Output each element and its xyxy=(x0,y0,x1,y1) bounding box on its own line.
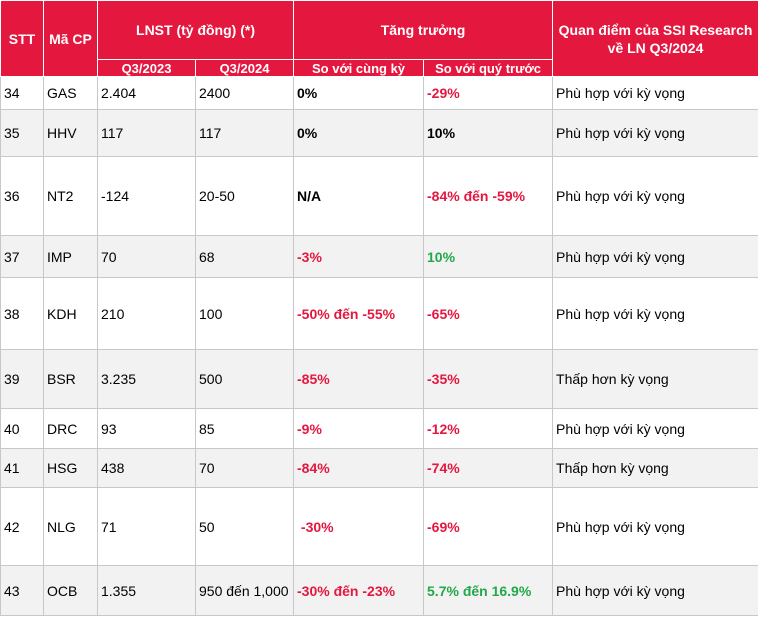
growth-qoq: 10% xyxy=(423,235,554,278)
profit-q2023: 70 xyxy=(97,235,196,278)
growth-yoy: -30% đến -23% xyxy=(293,565,425,616)
growth-qoq: -12% xyxy=(423,408,554,449)
growth-qoq: -69% xyxy=(423,487,554,566)
profit-q2023: 71 xyxy=(97,487,196,566)
profit-q2024: 85 xyxy=(194,408,295,449)
view: Phù hợp với kỳ vọng xyxy=(552,277,758,350)
stt: 34 xyxy=(0,76,44,110)
stt: 36 xyxy=(0,156,44,236)
table-row: 34 GAS 2.404 2400 0% -29% Phù hợp với kỳ vọng xyxy=(0,76,758,110)
growth-yoy: -30% xyxy=(293,487,425,566)
ticker: NLG xyxy=(43,487,98,566)
ticker: IMP xyxy=(43,235,98,278)
header-view: Quan điểm của SSI Research về LN Q3/2024 xyxy=(552,0,758,77)
growth-qoq: -35% xyxy=(423,349,554,409)
ticker: KDH xyxy=(43,277,98,350)
header-stt: STT xyxy=(0,0,44,77)
growth-yoy: -9% xyxy=(293,408,425,449)
growth-yoy: -3% xyxy=(293,235,425,278)
ticker: GAS xyxy=(43,76,98,110)
stt: 37 xyxy=(0,235,44,278)
profit-q2023: 2.404 xyxy=(97,76,196,110)
profit-q2024: 100 xyxy=(194,277,295,350)
stt: 41 xyxy=(0,448,44,488)
ticker: HSG xyxy=(43,448,98,488)
view: Phù hợp với kỳ vọng xyxy=(552,565,758,616)
profit-q2024: 2400 xyxy=(194,76,295,110)
table-row: 35 HHV 117 117 0% 10% Phù hợp với kỳ vọng xyxy=(0,109,758,157)
growth-yoy: N/A xyxy=(293,156,425,236)
view: Phù hợp với kỳ vọng xyxy=(552,408,758,449)
view: Phù hợp với kỳ vọng xyxy=(552,109,758,157)
table-row: 40 DRC 93 85 -9% -12% Phù hợp với kỳ vọng xyxy=(0,408,758,449)
profit-q2023: 117 xyxy=(97,109,196,157)
ticker: NT2 xyxy=(43,156,98,236)
header-ticker: Mã CP xyxy=(43,0,98,77)
profit-q2023: 438 xyxy=(97,448,196,488)
profit-q2024: 117 xyxy=(194,109,295,157)
table-row: 37 IMP 70 68 -3% 10% Phù hợp với kỳ vọng xyxy=(0,235,758,278)
header-yoy: So với cùng kỳ xyxy=(293,59,425,77)
profit-q2023: 1.355 xyxy=(97,565,196,616)
growth-yoy: 0% xyxy=(293,109,425,157)
stt: 40 xyxy=(0,408,44,449)
table-row: 41 HSG 438 70 -84% -74% Thấp hơn kỳ vọng xyxy=(0,448,758,488)
view: Thấp hơn kỳ vọng xyxy=(552,349,758,409)
profit-q2023: -124 xyxy=(97,156,196,236)
growth-yoy: -50% đến -55% xyxy=(293,277,425,350)
growth-qoq: 5.7% đến 16.9% xyxy=(423,565,554,616)
stt: 35 xyxy=(0,109,44,157)
header-q2023: Q3/2023 xyxy=(97,59,196,77)
view: Phù hợp với kỳ vọng xyxy=(552,76,758,110)
header-q2024: Q3/2024 xyxy=(194,59,295,77)
header-growth: Tăng trưởng xyxy=(293,0,554,60)
growth-qoq: -65% xyxy=(423,277,554,350)
profit-q2023: 3.235 xyxy=(97,349,196,409)
growth-qoq: -84% đến -59% xyxy=(423,156,554,236)
ticker: OCB xyxy=(43,565,98,616)
profit-q2024: 500 xyxy=(194,349,295,409)
table-row: 42 NLG 71 50 -30% -69% Phù hợp với kỳ vọng xyxy=(0,487,758,566)
profit-q2023: 210 xyxy=(97,277,196,350)
header-profit: LNST (tỷ đồng) (*) xyxy=(96,0,295,60)
stt: 43 xyxy=(0,565,44,616)
growth-yoy: -85% xyxy=(293,349,425,409)
ticker: BSR xyxy=(43,349,98,409)
profit-q2024: 70 xyxy=(194,448,295,488)
table-row: 43 OCB 1.355 950 đến 1,000 -30% đến -23% 5.7%… xyxy=(0,565,758,616)
growth-qoq: -74% xyxy=(423,448,554,488)
stt: 42 xyxy=(0,487,44,566)
view: Phù hợp với kỳ vọng xyxy=(552,235,758,278)
table-body: 34 GAS 2.404 2400 0% -29% Phù hợp với kỳ vọng 3… xyxy=(0,76,758,616)
table-row: 36 NT2 -124 20-50 N/A -84% đến -59% Phù hợp vớ… xyxy=(0,156,758,236)
profit-q2023: 93 xyxy=(97,408,196,449)
profit-q2024: 68 xyxy=(194,235,295,278)
ticker: HHV xyxy=(43,109,98,157)
profit-q2024: 20-50 xyxy=(194,156,295,236)
view: Phù hợp với kỳ vọng xyxy=(552,156,758,236)
stt: 38 xyxy=(0,277,44,350)
growth-qoq: 10% xyxy=(423,109,554,157)
stt: 39 xyxy=(0,349,44,409)
header-qoq: So với quý trước xyxy=(423,59,554,77)
view: Phù hợp với kỳ vọng xyxy=(552,487,758,566)
growth-yoy: 0% xyxy=(293,76,425,110)
ticker: DRC xyxy=(43,408,98,449)
view: Thấp hơn kỳ vọng xyxy=(552,448,758,488)
profit-q2024: 50 xyxy=(194,487,295,566)
profit-q2024: 950 đến 1,000 xyxy=(194,565,295,616)
table-row: 38 KDH 210 100 -50% đến -55% -65% Phù hợp với … xyxy=(0,277,758,350)
table-row: 39 BSR 3.235 500 -85% -35% Thấp hơn kỳ vọng xyxy=(0,349,758,409)
growth-yoy: -84% xyxy=(293,448,425,488)
growth-qoq: -29% xyxy=(423,76,554,110)
